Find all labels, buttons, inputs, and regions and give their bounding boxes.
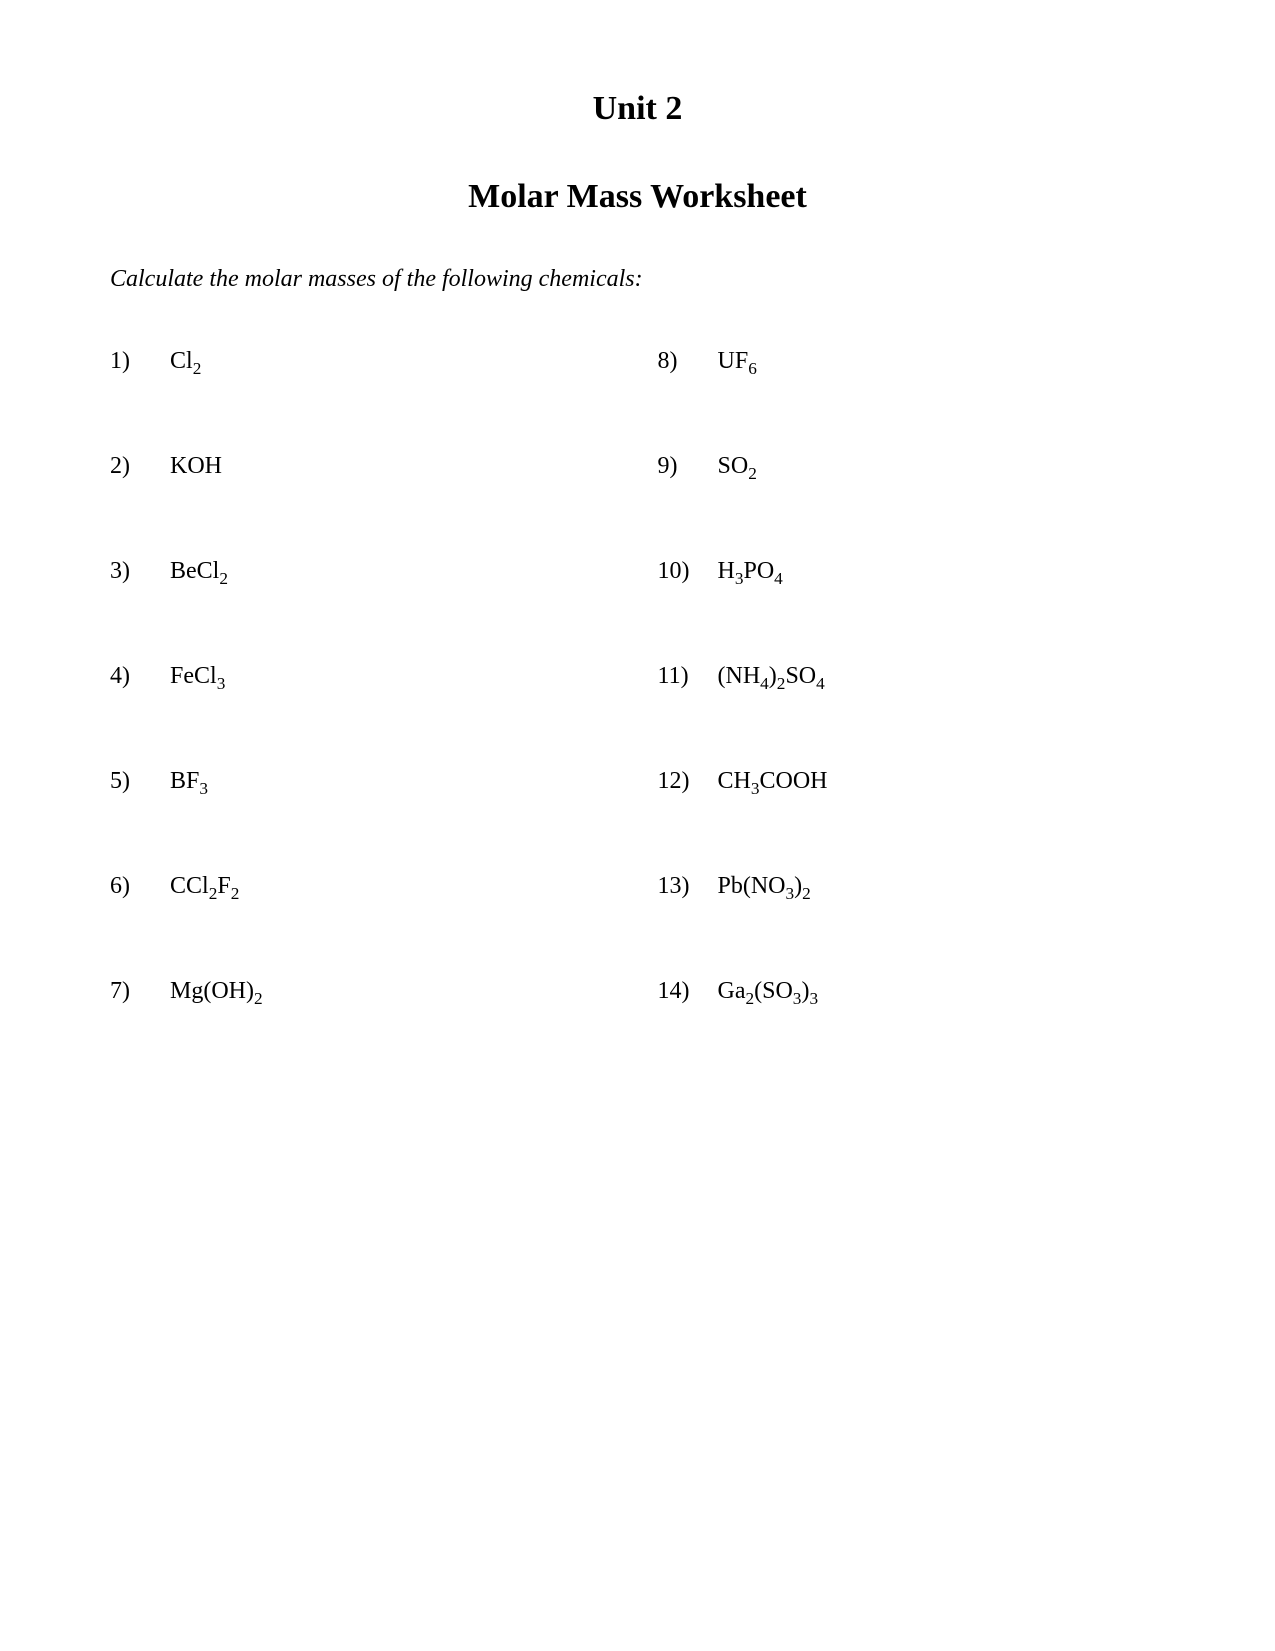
problem-number: 8) (658, 348, 718, 375)
chemical-formula: SO2 (718, 453, 1166, 480)
problem-number: 6) (110, 873, 170, 900)
chemical-formula: UF6 (718, 348, 1166, 375)
problem-number: 4) (110, 663, 170, 690)
problems-grid: 1)Cl2 2)KOH 3)BeCl2 4)FeCl3 5)BF3 6)CCl2F2 7)M… (110, 348, 1165, 1083)
problem-number: 3) (110, 558, 170, 585)
chemical-formula: (NH4)2SO4 (718, 663, 1166, 690)
chemical-formula: Pb(NO3)2 (718, 873, 1166, 900)
problem-number: 9) (658, 453, 718, 480)
problem-number: 12) (658, 768, 718, 795)
problem-number: 7) (110, 978, 170, 1005)
problem-row: 10)H3PO4 (658, 558, 1166, 585)
problem-row: 3)BeCl2 (110, 558, 618, 585)
unit-title: Unit 2 (110, 90, 1165, 128)
chemical-formula: CH3COOH (718, 768, 1166, 795)
worksheet-title: Molar Mass Worksheet (110, 178, 1165, 216)
problem-row: 14)Ga2(SO3)3 (658, 978, 1166, 1005)
problem-row: 4)FeCl3 (110, 663, 618, 690)
chemical-formula: Cl2 (170, 348, 618, 375)
chemical-formula: Mg(OH)2 (170, 978, 618, 1005)
problem-number: 2) (110, 453, 170, 480)
chemical-formula: Ga2(SO3)3 (718, 978, 1166, 1005)
problem-row: 8)UF6 (658, 348, 1166, 375)
problem-row: 11)(NH4)2SO4 (658, 663, 1166, 690)
problem-row: 13)Pb(NO3)2 (658, 873, 1166, 900)
problem-row: 9)SO2 (658, 453, 1166, 480)
problem-number: 5) (110, 768, 170, 795)
problems-column-left: 1)Cl2 2)KOH 3)BeCl2 4)FeCl3 5)BF3 6)CCl2F2 7)M… (110, 348, 618, 1083)
chemical-formula: BF3 (170, 768, 618, 795)
chemical-formula: BeCl2 (170, 558, 618, 585)
problem-row: 7)Mg(OH)2 (110, 978, 618, 1005)
instruction-text: Calculate the molar masses of the follow… (110, 266, 1165, 293)
problem-number: 14) (658, 978, 718, 1005)
problems-column-right: 8)UF6 9)SO2 10)H3PO4 11)(NH4)2SO4 12)CH3COOH… (658, 348, 1166, 1083)
chemical-formula: CCl2F2 (170, 873, 618, 900)
chemical-formula: H3PO4 (718, 558, 1166, 585)
chemical-formula: FeCl3 (170, 663, 618, 690)
problem-row: 12)CH3COOH (658, 768, 1166, 795)
problem-row: 6)CCl2F2 (110, 873, 618, 900)
problem-row: 5)BF3 (110, 768, 618, 795)
problem-row: 2)KOH (110, 453, 618, 480)
problem-number: 1) (110, 348, 170, 375)
problem-number: 11) (658, 663, 718, 690)
problem-row: 1)Cl2 (110, 348, 618, 375)
problem-number: 10) (658, 558, 718, 585)
chemical-formula: KOH (170, 453, 618, 480)
problem-number: 13) (658, 873, 718, 900)
